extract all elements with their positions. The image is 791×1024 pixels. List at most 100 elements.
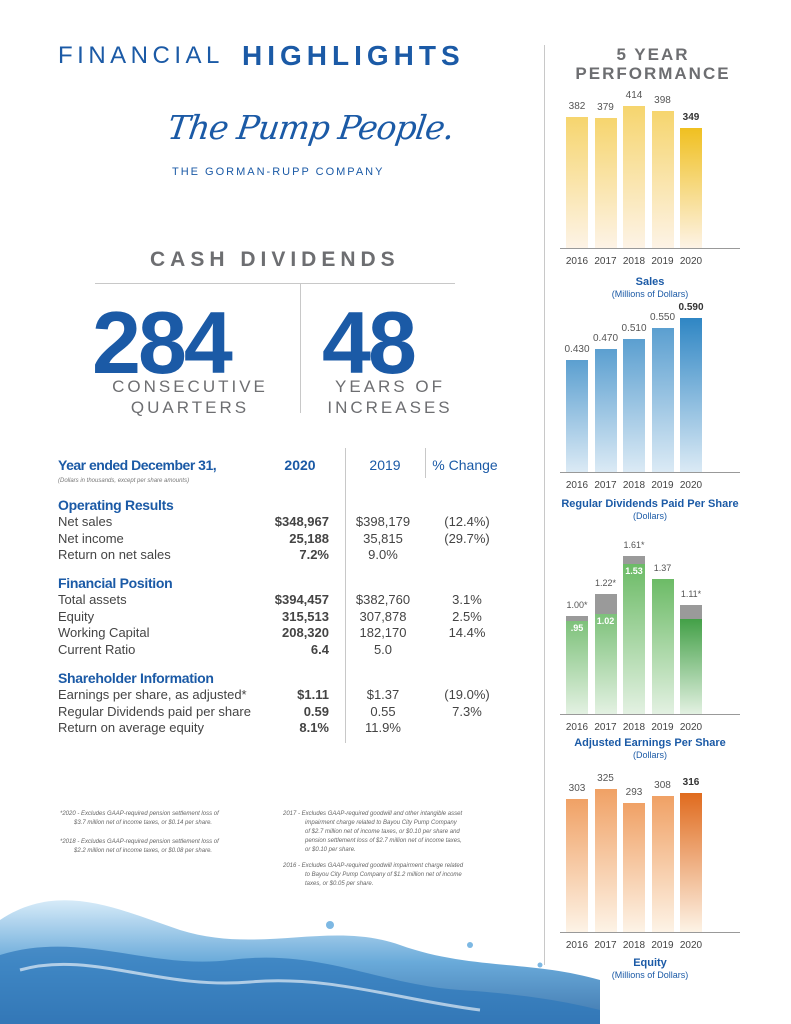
adjusted-eps-label: 1.22* [594,578,617,589]
x-tick-label: 2018 [622,722,646,733]
x-tick-label: 2016 [565,940,589,951]
value-2020: 8.1% [299,720,329,735]
value-2020: 0.59 [303,703,329,719]
divider [95,283,455,284]
quarters-value: 284 [92,293,233,392]
value-change: 14.4% [448,625,486,640]
value-2020: 25,188 [289,530,329,546]
data-label: 0.470 [592,333,619,345]
row-label: Return on net sales [58,547,171,562]
chart-baseline [560,248,740,249]
table-column-divider [345,448,346,743]
chart-bar [594,788,617,932]
cash-dividends-heading: CASH DIVIDENDS [150,248,400,271]
x-tick-label: 2020 [679,722,703,733]
data-label: 349 [682,111,700,123]
data-label: 414 [625,89,643,101]
col-2019-header: 2019 [369,457,401,473]
footnote-2020: *2020 - Excludes GAAP-required pension s… [60,811,219,826]
x-tick-label: 2020 [679,480,703,491]
x-tick-label: 2018 [622,256,646,267]
row-label: Regular Dividends paid per share [58,703,251,719]
chart-subtitle: (Dollars) [632,511,667,521]
row-label: Equity [58,608,95,624]
row-label: Working Capital [58,625,150,640]
column-divider [544,45,545,965]
chart-bar [651,796,674,932]
value-2019: 307,878 [359,608,407,624]
value-change: 3.1% [452,592,482,607]
value-2020: 208,320 [282,625,329,640]
data-label: 0.510 [621,322,647,334]
value-2020: 315,513 [282,608,329,624]
chart-baseline [560,714,740,715]
quarters-label-1: CONSECUTIVE [112,377,268,396]
footnote-2016: 2016 - Excludes GAAP-required goodwill i… [283,863,464,887]
x-tick-label: 2019 [651,722,674,733]
value-change: 7.3% [452,703,482,719]
value-2019: 5.0 [373,641,393,657]
chart-bar [594,349,617,472]
value-2020: $394,457 [274,592,329,607]
value-2019: 0.55 [370,703,396,719]
company-logo: The Pump People. [165,108,457,147]
value-change: 2.5% [452,608,482,624]
value-2019: 11.9% [365,720,401,735]
chart-subtitle: (Dollars) [632,750,667,760]
chart-bar [651,111,674,248]
x-tick-label: 2017 [594,480,617,491]
row-label: Earnings per share, as adjusted* [58,687,247,702]
perf-title-line2: PERFORMANCE [575,64,731,83]
data-label: 0.550 [649,312,676,324]
gaap-eps-bar [651,579,674,714]
x-tick-label: 2017 [594,722,617,733]
value-2019: $398,179 [355,514,411,529]
x-tick-label: 2020 [679,940,703,951]
chart-title: Regular Dividends Paid Per Share [561,498,739,510]
chart-subtitle: (Millions of Dollars) [611,970,689,980]
footnote-2017: 2017 - Excludes GAAP-required goodwill a… [283,811,463,853]
data-label: 325 [597,772,614,784]
value-2020: 7.2% [299,547,329,562]
chart-bar [566,798,588,932]
row-label: Net sales [58,514,113,529]
gaap-eps-label: 1.02 [596,615,615,626]
gaap-eps-bar [623,563,645,714]
quarters-label-2: QUARTERS [130,398,250,417]
row-label: Total assets [58,592,127,607]
data-label: 303 [568,782,586,794]
value-2019: 35,815 [363,530,403,546]
title-highlights: HIGHLIGHTS [242,40,465,71]
gaap-eps-label: .95 [570,622,584,633]
col-2020-header: 2020 [284,457,316,473]
chart-bar [680,127,702,248]
chart-bar [623,105,645,248]
footnote-2018: *2018 - Excludes GAAP-required pension s… [60,839,219,854]
gaap-eps-bar [566,620,588,714]
row-label: Return on average equity [58,720,204,735]
value-change: (19.0%) [444,687,490,702]
chart-bar [680,317,702,472]
value-2019: 182,170 [359,625,407,640]
adjusted-eps-label: 1.61* [623,539,645,550]
adjusted-eps-label: 1.00* [566,599,588,610]
chart-bar [680,792,702,932]
data-label: 0.590 [678,301,704,313]
value-2020: 6.4 [310,641,329,657]
value-change: (12.4%) [444,514,490,529]
years-label-2: INCREASES [327,398,453,417]
divider [300,283,301,413]
perf-title-line1: 5 YEAR [616,45,690,64]
gaap-eps-label: 1.53 [625,565,643,576]
chart-bar [651,328,674,472]
x-tick-label: 2017 [594,256,617,267]
row-label: Net income [58,530,124,546]
chart-bar [623,802,645,932]
data-label: 316 [682,776,700,788]
x-tick-label: 2018 [622,940,646,951]
x-tick-label: 2019 [651,480,674,491]
x-tick-label: 2016 [565,480,589,491]
x-tick-label: 2018 [622,480,646,491]
chart-title: Sales [635,276,665,288]
section-title: Shareholder Information [58,670,214,686]
